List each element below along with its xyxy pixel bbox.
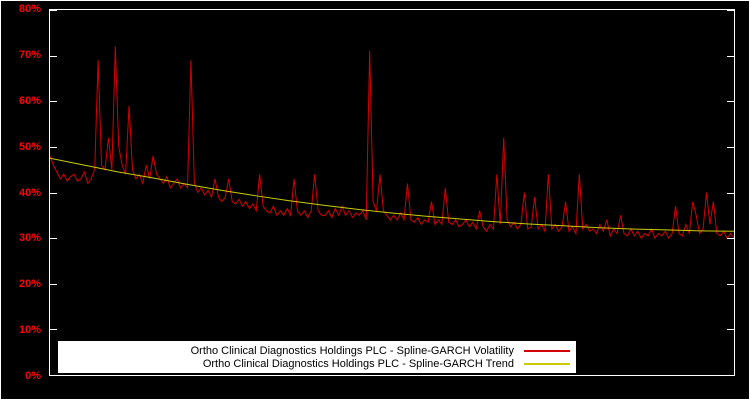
- y-tick-mark: [50, 101, 57, 103]
- y-tick-mark: [727, 101, 734, 103]
- y-tick-label: 60%: [18, 94, 41, 107]
- y-tick-mark: [50, 238, 57, 240]
- y-tick-label: 40%: [18, 186, 41, 199]
- y-tick-label: 50%: [18, 140, 41, 153]
- legend-row-volatility: Ortho Clinical Diagnostics Holdings PLC …: [64, 344, 570, 357]
- y-tick-label: 20%: [18, 278, 41, 291]
- y-tick-mark: [50, 192, 57, 194]
- y-tick-label: 70%: [18, 48, 41, 61]
- y-tick-label: 30%: [18, 232, 41, 245]
- plot-area: [49, 9, 735, 376]
- trend-legend-line-sample: [524, 362, 570, 365]
- y-tick-label: 10%: [18, 324, 41, 337]
- volatility-line: [50, 47, 734, 239]
- volatility-legend-label: Ortho Clinical Diagnostics Holdings PLC …: [190, 344, 514, 357]
- y-tick-mark: [727, 146, 734, 148]
- volatility-legend-line-sample: [524, 349, 570, 352]
- y-tick-mark: [727, 55, 734, 57]
- y-tick-mark: [727, 329, 734, 331]
- y-tick-mark: [50, 10, 57, 11]
- y-tick-mark: [50, 283, 57, 285]
- y-tick-mark: [50, 375, 57, 376]
- y-tick-mark: [727, 375, 734, 376]
- plot-svg: [50, 10, 734, 375]
- legend-box: Ortho Clinical Diagnostics Holdings PLC …: [58, 341, 576, 373]
- y-tick-mark: [50, 55, 57, 57]
- y-tick-mark: [727, 283, 734, 285]
- y-axis-labels: 0% 10% 20% 30% 40% 50% 60% 70% 80%: [1, 3, 47, 382]
- y-tick-label: 80%: [18, 3, 41, 15]
- y-tick-mark: [727, 238, 734, 240]
- y-tick-label: 0%: [25, 370, 41, 382]
- trend-line: [50, 158, 734, 231]
- y-tick-mark: [727, 192, 734, 194]
- y-tick-mark: [727, 10, 734, 11]
- y-tick-mark: [50, 146, 57, 148]
- legend-row-trend: Ortho Clinical Diagnostics Holdings PLC …: [64, 357, 570, 370]
- y-tick-mark: [50, 329, 57, 331]
- trend-legend-label: Ortho Clinical Diagnostics Holdings PLC …: [202, 357, 514, 370]
